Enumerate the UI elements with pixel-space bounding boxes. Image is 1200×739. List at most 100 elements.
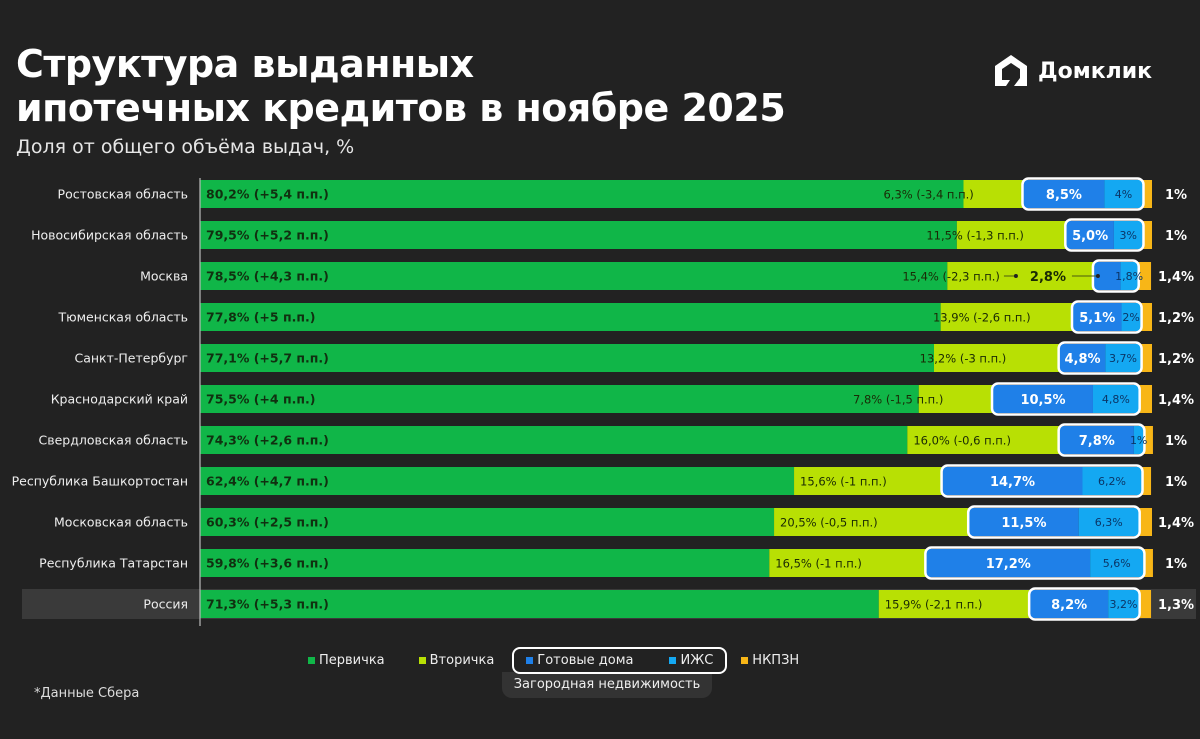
footnote: *Данные Сбера [34, 686, 140, 701]
secondary-label: 7,8% (-1,5 п.п.) [853, 393, 943, 407]
primary-label: 59,8% (+3,6 п.п.) [206, 556, 329, 571]
bar-nkpzn [1140, 344, 1152, 372]
bar-ready [1072, 303, 1122, 331]
bar-secondary [878, 590, 1031, 618]
region-label: Тюменская область [57, 310, 188, 325]
bar-secondary [956, 221, 1067, 249]
bar-izhs [1113, 221, 1143, 249]
legend-group-caption: Загородная недвижимость [502, 672, 712, 698]
bar-secondary [963, 180, 1024, 208]
country-box [1021, 177, 1145, 211]
bar-primary [200, 467, 795, 495]
primary-label: 62,4% (+4,7 п.п.) [206, 474, 329, 489]
bar-primary [200, 180, 964, 208]
bar-primary [200, 303, 941, 331]
bar-izhs [1082, 467, 1142, 495]
legend-izhs: ИЖС [669, 653, 713, 668]
region-label: Россия [143, 597, 188, 612]
bar-primary [200, 590, 879, 618]
title-line-1: Структура выданных [16, 42, 474, 86]
nkpzn-label: 1,2% [1158, 311, 1194, 326]
legend: Первичка Вторичка Готовые дома ИЖС НКПЗН [308, 645, 833, 675]
bar-nkpzn [1142, 221, 1152, 249]
country-box [1057, 423, 1146, 457]
region-label: Ростовская область [58, 187, 188, 202]
bar-primary [200, 508, 775, 536]
bar-ready [1023, 180, 1105, 208]
bar-nkpzn [1138, 508, 1152, 536]
primary-label: 77,1% (+5,7 п.п.) [206, 351, 329, 366]
bar-ready [926, 549, 1091, 577]
ready-label: 8,5% [1046, 188, 1082, 203]
secondary-label: 6,3% (-3,4 п.п.) [883, 188, 973, 202]
country-box [966, 505, 1141, 539]
legend-label: НКПЗН [752, 652, 800, 668]
region-label: Республика Татарстан [39, 556, 188, 571]
bar-nkpzn [1141, 467, 1152, 495]
ready-label: 10,5% [1020, 393, 1065, 408]
bar-secondary [947, 262, 1094, 290]
bar-ready [1066, 221, 1114, 249]
legend-swatch-ready [526, 656, 534, 664]
izhs-label: 6,3% [1095, 516, 1123, 529]
legend-swatch-primary [308, 656, 315, 664]
bar-primary [200, 262, 948, 290]
secondary-label: 16,5% (-1 п.п.) [775, 557, 862, 571]
bar-ready [969, 508, 1079, 536]
legend-swatch-nkpzn [741, 656, 749, 664]
region-label: Свердловская область [39, 433, 188, 448]
region-label: Москва [140, 269, 188, 284]
ready-label: 7,8% [1079, 434, 1115, 449]
nkpzn-label: 1,2% [1158, 352, 1194, 367]
country-box [1027, 587, 1141, 621]
bar-izhs [1120, 262, 1138, 290]
izhs-label: 4% [1115, 188, 1132, 201]
bar-nkpzn [1138, 590, 1152, 618]
legend-group-country: Готовые дома ИЖС [512, 646, 728, 674]
primary-label: 74,3% (+2,6 п.п.) [206, 433, 329, 448]
nkpzn-label: 1% [1165, 557, 1187, 572]
bar-secondary [769, 549, 927, 577]
bar-secondary [918, 385, 994, 413]
house-logo-icon [995, 55, 1027, 86]
ready-label: 5,1% [1079, 311, 1115, 326]
izhs-label: 4,8% [1102, 393, 1130, 406]
primary-label: 78,5% (+4,3 п.п.) [206, 269, 329, 284]
legend-label: Первичка [319, 652, 385, 668]
chart-title: Структура выданных ипотечных кредитов в … [16, 42, 786, 130]
country-box [940, 464, 1144, 498]
bar-ready [942, 467, 1083, 495]
legend-nkpzn: НКПЗН [741, 653, 799, 668]
bar-nkpzn [1142, 180, 1152, 208]
bar-secondary [933, 344, 1060, 372]
primary-label: 71,3% (+5,3 п.п.) [206, 597, 329, 612]
secondary-label: 15,9% (-2,1 п.п.) [885, 598, 983, 612]
primary-label: 60,3% (+2,5 п.п.) [206, 515, 329, 530]
secondary-label: 11,5% (-1,3 п.п.) [926, 229, 1024, 243]
country-box [1064, 218, 1145, 252]
legend-label: Вторичка [429, 652, 495, 668]
primary-label: 77,8% (+5 п.п.) [206, 310, 315, 325]
secondary-label: 15,6% (-1 п.п.) [800, 475, 887, 489]
bar-secondary [940, 303, 1073, 331]
leader-dot [1095, 274, 1100, 278]
bar-izhs [1108, 590, 1139, 618]
secondary-label: 13,2% (-3 п.п.) [920, 352, 1007, 366]
bar-izhs [1133, 426, 1144, 454]
nkpzn-label: 1% [1165, 475, 1187, 490]
legend-label: Готовые дома [537, 652, 634, 668]
bar-secondary [794, 467, 943, 495]
bar-primary [200, 426, 908, 454]
bar-nkpzn [1138, 385, 1152, 413]
nkpzn-label: 1,4% [1158, 270, 1194, 285]
legend-swatch-secondary [418, 656, 426, 664]
bar-primary [200, 385, 919, 413]
bar-ready [1059, 344, 1106, 372]
bar-nkpzn [1140, 303, 1152, 331]
ready-label: 14,7% [990, 475, 1035, 490]
nkpzn-label: 1% [1165, 229, 1187, 244]
ready-label: 4,8% [1064, 352, 1100, 367]
bar-nkpzn [1137, 262, 1152, 290]
country-box [1070, 300, 1143, 334]
